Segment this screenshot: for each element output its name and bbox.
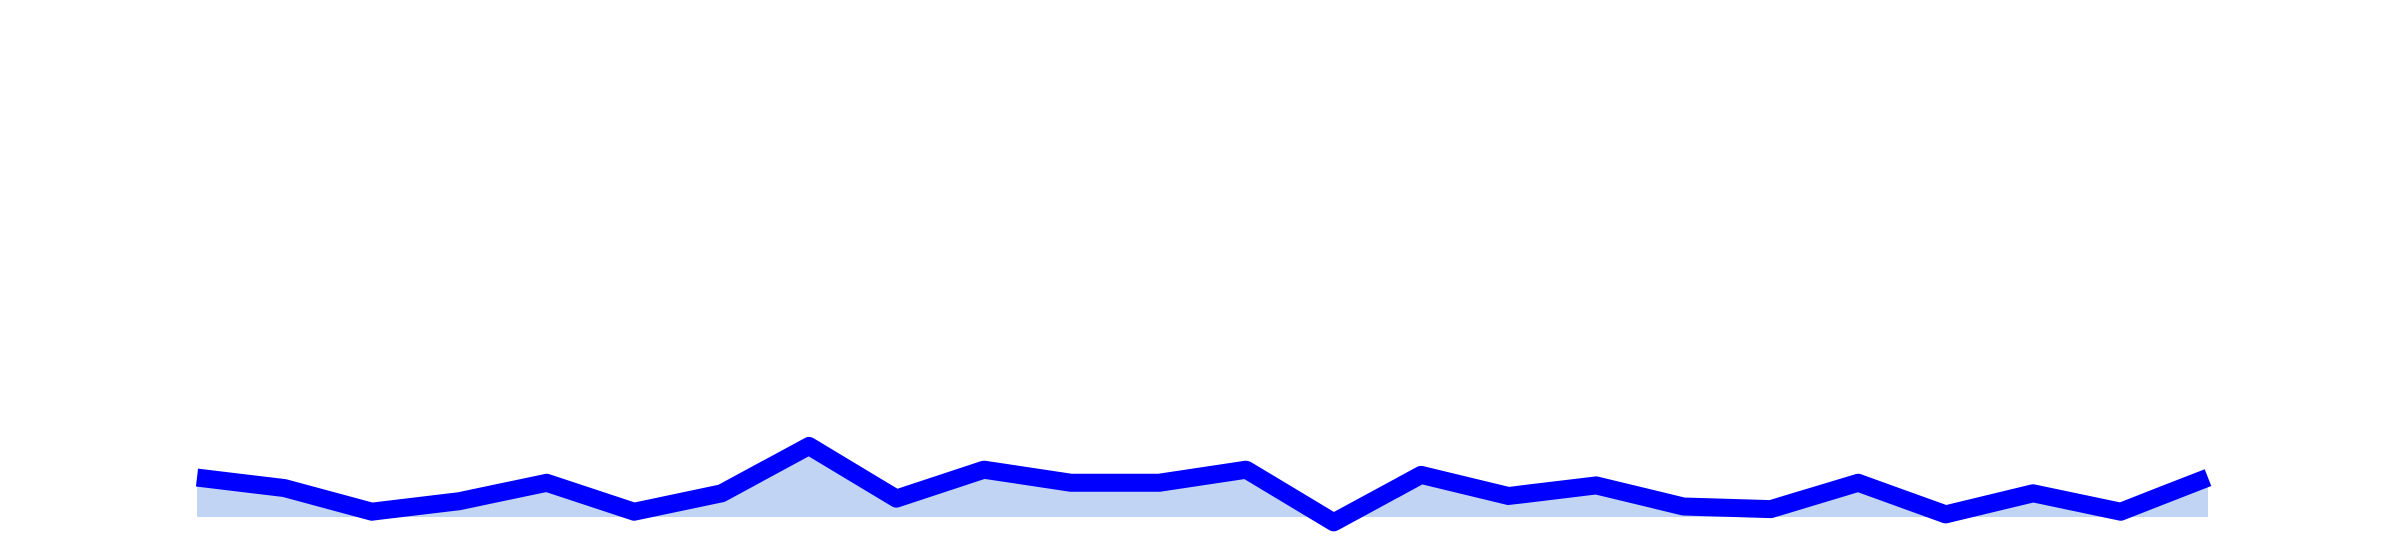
line-layer bbox=[195, 437, 2212, 532]
series-line bbox=[195, 437, 2212, 532]
